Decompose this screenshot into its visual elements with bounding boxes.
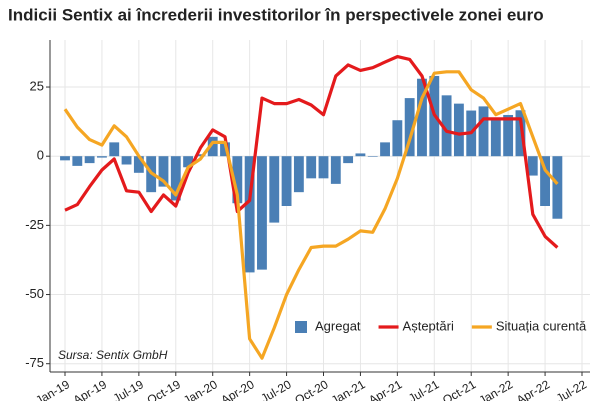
bar <box>527 156 538 176</box>
bar <box>330 156 341 184</box>
line <box>64 55 559 249</box>
bar <box>515 110 526 157</box>
bar <box>60 156 70 161</box>
bar <box>195 154 206 157</box>
bar <box>232 156 243 204</box>
bar <box>392 120 403 157</box>
line <box>63 70 559 360</box>
bar <box>478 106 489 157</box>
source: Sursa: Sentix GmbH <box>58 348 168 362</box>
bar <box>109 142 120 157</box>
bar <box>417 78 427 157</box>
y-tick-label: 0 <box>37 148 44 163</box>
bar <box>441 95 452 157</box>
bar <box>121 156 132 165</box>
bar <box>404 98 415 157</box>
legend-swatch <box>295 321 307 333</box>
bar <box>367 156 378 157</box>
bar <box>158 156 169 187</box>
y-tick-label: -75 <box>25 355 44 370</box>
bar <box>244 156 255 273</box>
bar <box>257 156 267 270</box>
bar <box>269 156 280 223</box>
bar <box>343 156 354 164</box>
legend-label: Așteptări <box>403 318 454 333</box>
bar <box>380 142 390 157</box>
bar <box>293 156 304 193</box>
bar <box>306 156 317 179</box>
bar <box>207 136 218 157</box>
bar <box>552 156 563 219</box>
y-tick-label: -50 <box>25 286 44 301</box>
bar <box>183 156 194 168</box>
bar <box>453 103 464 157</box>
bar <box>170 156 181 201</box>
legend-label: Situația curentă <box>496 318 587 333</box>
legend-label: Agregat <box>315 318 361 333</box>
bar <box>133 156 144 173</box>
chart-title: Indicii Sentix ai încrederii investitori… <box>8 5 544 24</box>
bar <box>355 153 366 157</box>
bar <box>540 156 550 206</box>
y-tick-label: 25 <box>30 78 44 93</box>
bar <box>72 156 83 166</box>
y-tick-label: -25 <box>25 217 44 232</box>
bar <box>281 156 292 206</box>
bar <box>490 118 501 157</box>
bar <box>503 114 514 157</box>
bar <box>318 156 329 179</box>
bar <box>97 156 107 158</box>
bar <box>84 156 95 164</box>
